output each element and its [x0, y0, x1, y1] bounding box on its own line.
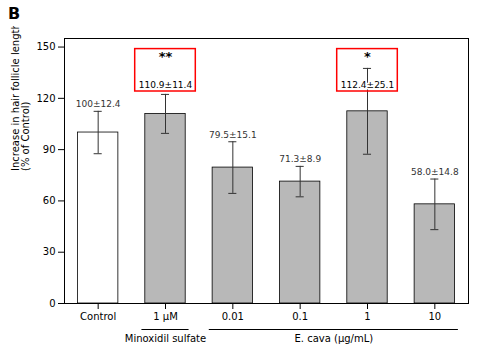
svg-text:112.4±25.1: 112.4±25.1 — [341, 80, 394, 90]
svg-text:110.9±11.4: 110.9±11.4 — [139, 80, 193, 90]
svg-text:60: 60 — [43, 195, 56, 206]
svg-text:0: 0 — [49, 298, 55, 309]
svg-text:Control: Control — [80, 311, 116, 322]
html-text:B: B — [8, 4, 21, 23]
svg-text:90: 90 — [43, 144, 56, 155]
svg-text:100±12.4: 100±12.4 — [76, 99, 121, 109]
svg-text:Increase in hair follicle leng: Increase in hair follicle length(% of Co… — [10, 26, 31, 171]
svg-text:79.5±15.1: 79.5±15.1 — [209, 130, 257, 140]
svg-text:0.1: 0.1 — [292, 311, 308, 322]
svg-text:150: 150 — [36, 41, 55, 52]
svg-text:0.01: 0.01 — [222, 311, 244, 322]
svg-text:71.3±8.9: 71.3±8.9 — [279, 154, 321, 164]
svg-text:*: * — [364, 49, 371, 64]
svg-text:58.0±14.8: 58.0±14.8 — [411, 167, 459, 177]
svg-text:**: ** — [159, 49, 173, 64]
svg-text:E. cava (μg/mL): E. cava (μg/mL) — [294, 333, 373, 344]
svg-text:1 μM: 1 μM — [153, 311, 178, 322]
svg-text:120: 120 — [36, 93, 55, 104]
svg-text:1: 1 — [364, 311, 370, 322]
svg-text:30: 30 — [43, 246, 56, 257]
svg-text:Minoxidil sulfate: Minoxidil sulfate — [125, 333, 206, 344]
svg-text:10: 10 — [428, 311, 441, 322]
